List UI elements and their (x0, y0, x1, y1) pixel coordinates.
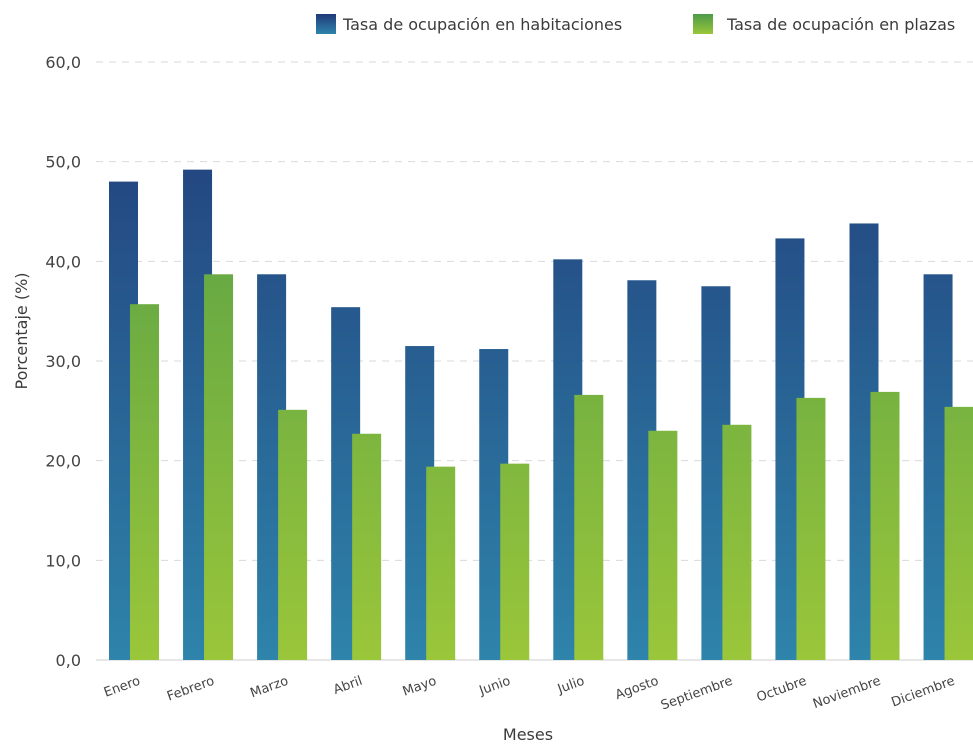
legend-label-plazas: Tasa de ocupación en plazas (726, 15, 955, 34)
y-tick-label: 0,0 (56, 651, 81, 670)
legend-swatch-habitaciones (316, 14, 336, 34)
x-tick-label: Febrero (165, 674, 216, 705)
x-tick-label: Mayo (401, 674, 439, 700)
y-tick-label: 40,0 (45, 252, 81, 271)
bar-plazas-febrero (204, 274, 234, 660)
legend-swatch-plazas (693, 14, 713, 34)
bar-plazas-mayo (426, 466, 456, 660)
grid (96, 61, 973, 661)
x-tick-label: Enero (102, 674, 142, 701)
x-tick-label: Septiembre (659, 674, 735, 714)
bar-plazas-septiembre (722, 424, 752, 660)
x-tick-label: Agosto (613, 674, 660, 703)
bar-plazas-junio (500, 463, 530, 660)
legend-label-habitaciones: Tasa de ocupación en habitaciones (342, 15, 622, 34)
x-tick-label: Junio (477, 674, 513, 699)
bars (109, 169, 973, 660)
bar-plazas-diciembre (944, 406, 973, 660)
y-tick-label: 60,0 (45, 53, 81, 72)
x-axis-label: Meses (503, 725, 553, 742)
bar-plazas-noviembre (870, 391, 900, 660)
y-tick-label: 50,0 (45, 153, 81, 172)
x-tick-label: Noviembre (811, 674, 883, 712)
y-tick-label: 10,0 (45, 551, 81, 570)
y-tick-label: 30,0 (45, 352, 81, 371)
bar-plazas-julio (574, 394, 604, 660)
x-tick-label: Octubre (755, 674, 809, 706)
x-tick-label: Abril (331, 674, 364, 698)
bar-plazas-octubre (796, 397, 826, 660)
bar-plazas-enero (130, 304, 159, 660)
bar-plazas-agosto (648, 430, 678, 660)
x-axis-ticks: Enero Febrero Marzo Abril Mayo Junio Julio Agos… (102, 674, 957, 714)
y-tick-label: 20,0 (45, 452, 81, 471)
y-axis-ticks: 0,0 10,0 20,0 30,0 40,0 50,0 60,0 (45, 53, 81, 670)
x-tick-label: Diciembre (889, 674, 956, 711)
legend: Tasa de ocupación en habitaciones Tasa d… (316, 14, 955, 34)
bar-plazas-marzo (278, 409, 308, 660)
x-tick-label: Marzo (248, 674, 290, 702)
x-tick-label: Julio (555, 674, 587, 698)
bar-plazas-abril (352, 433, 382, 660)
y-axis-label: Porcentaje (%) (12, 272, 31, 389)
